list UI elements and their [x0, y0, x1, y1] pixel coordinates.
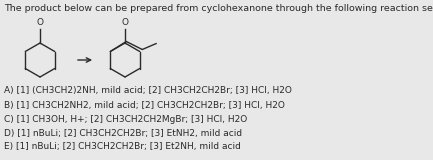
Text: C) [1] CH3OH, H+; [2] CH3CH2CH2MgBr; [3] HCl, H2O: C) [1] CH3OH, H+; [2] CH3CH2CH2MgBr; [3]…: [4, 115, 247, 124]
Text: O: O: [122, 18, 129, 27]
Text: B) [1] CH3CH2NH2, mild acid; [2] CH3CH2CH2Br; [3] HCl, H2O: B) [1] CH3CH2NH2, mild acid; [2] CH3CH2C…: [4, 101, 285, 110]
Text: E) [1] nBuLi; [2] CH3CH2CH2Br; [3] Et2NH, mild acid: E) [1] nBuLi; [2] CH3CH2CH2Br; [3] Et2NH…: [4, 142, 241, 151]
Text: O: O: [36, 18, 43, 27]
Text: The product below can be prepared from cyclohexanone through the following react: The product below can be prepared from c…: [4, 4, 433, 13]
Text: A) [1] (CH3CH2)2NH, mild acid; [2] CH3CH2CH2Br; [3] HCl, H2O: A) [1] (CH3CH2)2NH, mild acid; [2] CH3CH…: [4, 86, 292, 95]
Text: D) [1] nBuLi; [2] CH3CH2CH2Br; [3] EtNH2, mild acid: D) [1] nBuLi; [2] CH3CH2CH2Br; [3] EtNH2…: [4, 129, 242, 138]
